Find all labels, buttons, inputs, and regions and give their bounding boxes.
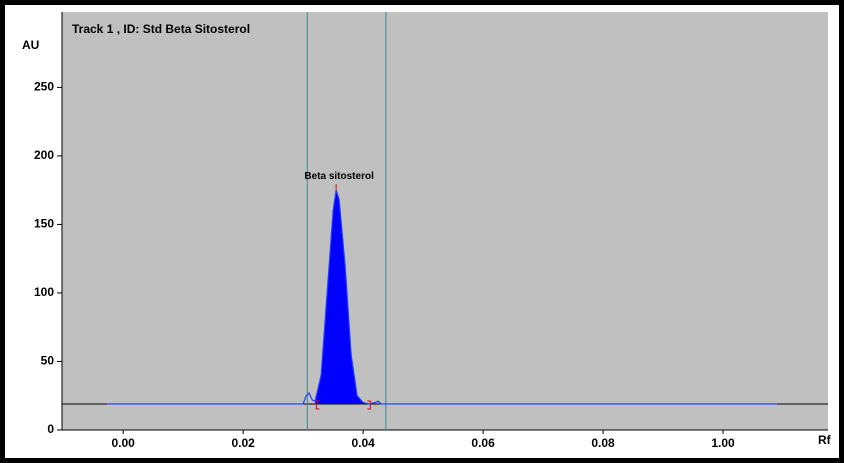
y-tick-label: 250 — [34, 80, 54, 94]
peak-bound — [367, 400, 371, 410]
y-tick-label: 100 — [34, 285, 54, 299]
y-tick-label: 150 — [34, 217, 54, 231]
signal-line — [106, 189, 778, 405]
x-tick-label: 0.04 — [351, 436, 375, 450]
x-axis-label: Rf — [818, 433, 832, 447]
peak-label: Beta sitosterol — [304, 171, 374, 182]
x-tick-label: 0.02 — [231, 436, 255, 450]
x-tick-label: 0.00 — [112, 436, 136, 450]
x-tick-label: 0.08 — [591, 436, 615, 450]
y-tick-label: 50 — [41, 354, 55, 368]
y-tick-label: 0 — [47, 422, 54, 436]
x-tick-label: 0.06 — [471, 436, 495, 450]
plot-area — [62, 12, 828, 430]
chart-title: Track 1 , ID: Std Beta Sitosterol — [72, 22, 250, 36]
y-tick-label: 200 — [34, 148, 54, 162]
peak-area — [315, 190, 370, 404]
peak-bound — [315, 400, 320, 410]
y-axis-label: AU — [22, 38, 39, 52]
x-tick-label: 1.00 — [711, 436, 735, 450]
